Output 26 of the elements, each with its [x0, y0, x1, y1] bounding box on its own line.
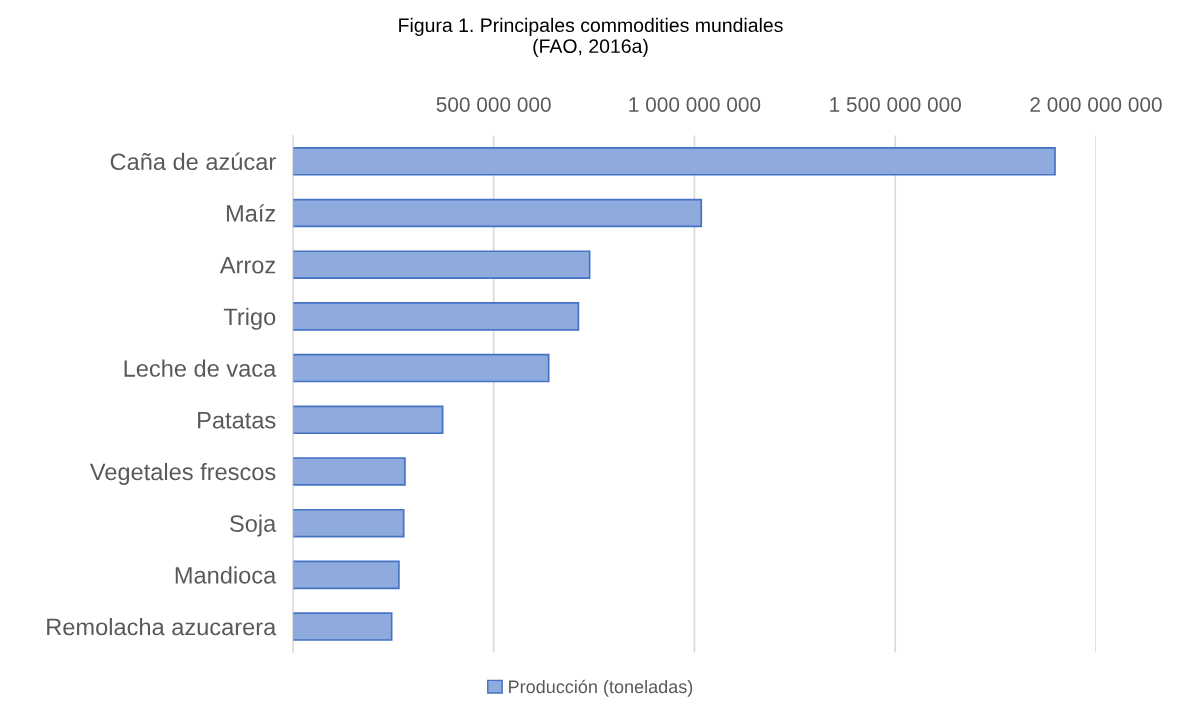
bar [292, 560, 400, 590]
x-tick-label: 1 500 000 000 [830, 97, 961, 112]
legend-label: Producción (toneladas) [509, 679, 693, 697]
bar [292, 353, 550, 383]
chart-title: Figura 1. Principales commodities mundiales (FAO, 2016a) [399, 17, 783, 57]
y-tick-label: Maíz [227, 204, 276, 222]
bar [292, 250, 591, 279]
y-tick-label: Mandioca [175, 566, 277, 584]
y-tick-label: Caña de azúcar [110, 152, 276, 171]
bar [292, 508, 405, 538]
y-tick-label: Remolacha azucarera [47, 617, 277, 636]
y-tick-label: Patatas [198, 412, 276, 429]
y-tick-label: Vegetales frescos [89, 462, 276, 485]
y-tick-label: Soja [230, 514, 277, 537]
bar [292, 198, 703, 228]
x-tick-label: 1 000 000 000 [629, 97, 761, 112]
x-tick-label: 500 000 000 [436, 97, 551, 112]
y-tick-label: Leche de vaca [124, 359, 277, 377]
y-tick-label: Arroz [219, 257, 276, 274]
bar [292, 147, 1056, 176]
bar [292, 405, 444, 435]
bar [292, 302, 580, 331]
bar [292, 457, 406, 486]
x-tick-label: 2 000 000 000 [1030, 97, 1162, 112]
y-tick-label: Trigo [223, 307, 276, 330]
bar [292, 612, 393, 641]
